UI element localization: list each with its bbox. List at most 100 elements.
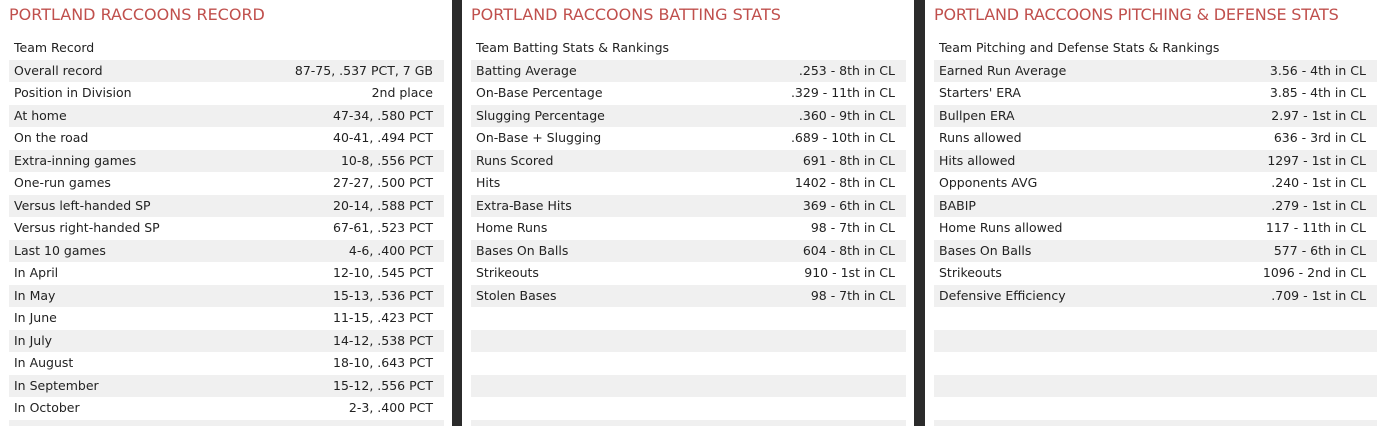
row-label: Bullpen ERA — [939, 107, 1015, 123]
record-header-label: Team Record — [14, 40, 95, 55]
batting-table-header: Team Batting Stats & Rankings — [471, 37, 906, 60]
row-value: 1402 - 8th in CL — [794, 175, 895, 190]
row-label: Extra-Base Hits — [476, 197, 572, 213]
row-label: Opponents AVG — [939, 175, 1038, 190]
table-row — [471, 374, 906, 397]
table-row: Stolen Bases 98 - 7th in CL — [471, 284, 906, 307]
row-value: 604 - 8th in CL — [802, 242, 895, 258]
table-row: Versus left-handed SP 20-14, .588 PCT — [9, 194, 444, 217]
pitching-panel: PORTLAND RACCOONS PITCHING & DEFENSE STA… — [925, 0, 1385, 426]
row-label: Slugging Percentage — [476, 107, 605, 123]
table-row — [934, 352, 1377, 375]
table-row — [9, 419, 444, 426]
table-row — [471, 419, 906, 426]
row-label: In August — [14, 355, 74, 370]
batting-header-label: Team Batting Stats & Rankings — [476, 40, 670, 55]
row-label: At home — [14, 107, 67, 123]
row-label: Position in Division — [14, 85, 132, 100]
table-row: Extra-inning games 10-8, .556 PCT — [9, 149, 444, 172]
row-label: Hits allowed — [939, 152, 1016, 168]
row-value: .360 - 9th in CL — [798, 107, 895, 123]
table-row: BABIP .279 - 1st in CL — [934, 194, 1377, 217]
row-value: 15-12, .556 PCT — [333, 377, 433, 393]
table-row: Bullpen ERA 2.97 - 1st in CL — [934, 104, 1377, 127]
batting-table: Team Batting Stats & Rankings Batting Av… — [471, 37, 906, 426]
row-value: 117 - 11th in CL — [1265, 220, 1366, 235]
row-value: 12-10, .545 PCT — [333, 265, 433, 280]
row-label: Strikeouts — [939, 265, 1002, 280]
table-row: Overall record 87-75, .537 PCT, 7 GB — [9, 59, 444, 82]
row-label: On the road — [14, 130, 89, 145]
table-row: One-run games 27-27, .500 PCT — [9, 172, 444, 195]
table-row: Runs Scored 691 - 8th in CL — [471, 149, 906, 172]
pitching-panel-title: PORTLAND RACCOONS PITCHING & DEFENSE STA… — [934, 5, 1339, 24]
row-value: 1297 - 1st in CL — [1267, 152, 1366, 168]
table-row — [934, 307, 1377, 330]
table-row: At home 47-34, .580 PCT — [9, 104, 444, 127]
row-value: .279 - 1st in CL — [1271, 197, 1366, 213]
row-value: 67-61, .523 PCT — [333, 220, 433, 235]
table-row: Home Runs 98 - 7th in CL — [471, 217, 906, 240]
table-row — [934, 397, 1377, 420]
table-row: Slugging Percentage .360 - 9th in CL — [471, 104, 906, 127]
row-value: .240 - 1st in CL — [1271, 175, 1366, 190]
table-row: Opponents AVG .240 - 1st in CL — [934, 172, 1377, 195]
row-label: BABIP — [939, 197, 976, 213]
table-row: Hits allowed 1297 - 1st in CL — [934, 149, 1377, 172]
row-label: Starters' ERA — [939, 85, 1021, 100]
row-value: 2nd place — [371, 85, 433, 100]
row-value: .329 - 11th in CL — [790, 85, 895, 100]
table-row: Strikeouts 1096 - 2nd in CL — [934, 262, 1377, 285]
table-row: In July 14-12, .538 PCT — [9, 329, 444, 352]
row-label: Runs allowed — [939, 130, 1022, 145]
row-label: Home Runs — [476, 220, 548, 235]
table-row: On the road 40-41, .494 PCT — [9, 127, 444, 150]
row-value: 3.56 - 4th in CL — [1269, 62, 1366, 78]
table-row: In September 15-12, .556 PCT — [9, 374, 444, 397]
table-row: Runs allowed 636 - 3rd in CL — [934, 127, 1377, 150]
row-value: 2.97 - 1st in CL — [1271, 107, 1366, 123]
row-value: 18-10, .643 PCT — [333, 355, 433, 370]
row-value: 4-6, .400 PCT — [348, 242, 433, 258]
table-row: On-Base Percentage .329 - 11th in CL — [471, 82, 906, 105]
table-row: On-Base + Slugging .689 - 10th in CL — [471, 127, 906, 150]
row-label: Runs Scored — [476, 152, 554, 168]
row-label: Hits — [476, 175, 501, 190]
batting-panel: PORTLAND RACCOONS BATTING STATS Team Bat… — [462, 0, 914, 426]
row-label: Versus left-handed SP — [14, 197, 151, 213]
row-label: Extra-inning games — [14, 152, 137, 168]
row-label: On-Base + Slugging — [476, 130, 602, 145]
row-value: .689 - 10th in CL — [790, 130, 895, 145]
row-value: 98 - 7th in CL — [810, 287, 895, 303]
row-label: Earned Run Average — [939, 62, 1067, 78]
table-row: Bases On Balls 604 - 8th in CL — [471, 239, 906, 262]
row-value: 87-75, .537 PCT, 7 GB — [294, 62, 433, 78]
row-value: 10-8, .556 PCT — [340, 152, 433, 168]
row-value: 47-34, .580 PCT — [333, 107, 433, 123]
row-value: 3.85 - 4th in CL — [1269, 85, 1366, 100]
table-row — [471, 352, 906, 375]
row-label: Batting Average — [476, 62, 577, 78]
row-value: 15-13, .536 PCT — [333, 287, 433, 303]
row-value: 98 - 7th in CL — [810, 220, 895, 235]
row-label: Bases On Balls — [476, 242, 569, 258]
table-row — [471, 307, 906, 330]
table-row: In August 18-10, .643 PCT — [9, 352, 444, 375]
table-row: In October 2-3, .400 PCT — [9, 397, 444, 420]
table-row: In May 15-13, .536 PCT — [9, 284, 444, 307]
table-row: Extra-Base Hits 369 - 6th in CL — [471, 194, 906, 217]
row-label: In July — [14, 332, 53, 348]
table-row: Last 10 games 4-6, .400 PCT — [9, 239, 444, 262]
row-value: .253 - 8th in CL — [798, 62, 895, 78]
pitching-table: Team Pitching and Defense Stats & Rankin… — [934, 37, 1377, 426]
row-value: 577 - 6th in CL — [1273, 242, 1366, 258]
table-row — [934, 374, 1377, 397]
row-label: Strikeouts — [476, 265, 539, 280]
row-value: 1096 - 2nd in CL — [1262, 265, 1366, 280]
row-label: Stolen Bases — [476, 287, 557, 303]
table-row: Defensive Efficiency .709 - 1st in CL — [934, 284, 1377, 307]
table-row: Home Runs allowed 117 - 11th in CL — [934, 217, 1377, 240]
row-label: Defensive Efficiency — [939, 287, 1066, 303]
record-table-header: Team Record — [9, 37, 444, 60]
record-table: Team Record Overall record 87-75, .537 PC… — [9, 37, 444, 426]
